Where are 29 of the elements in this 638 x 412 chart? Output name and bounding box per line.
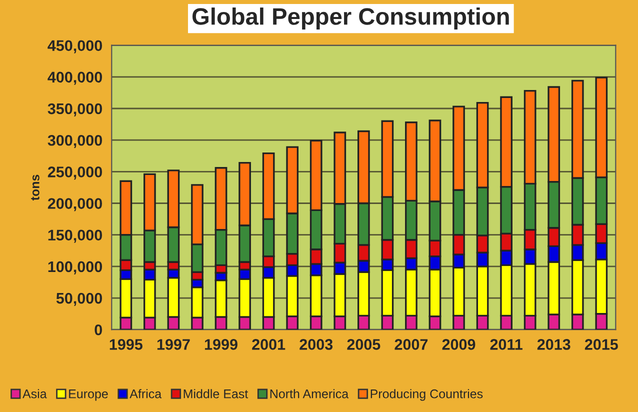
x-tick-label: 1995 bbox=[110, 339, 142, 350]
y-tick-label: 400,000 bbox=[48, 72, 102, 85]
x-tick-label: 2003 bbox=[300, 339, 333, 350]
x-tick-label: 2015 bbox=[584, 339, 618, 350]
legend-label: Producing Countries bbox=[370, 389, 483, 401]
y-tick-label: 300,000 bbox=[48, 134, 102, 148]
x-tick-label: 2011 bbox=[490, 339, 522, 350]
x-tick-label: 2005 bbox=[347, 339, 380, 350]
chart-title: Global Pepper Consumption bbox=[192, 8, 509, 30]
x-tick-label: 2007 bbox=[394, 339, 428, 350]
x-tick-label: 2009 bbox=[442, 339, 476, 350]
y-tick-label: 350,000 bbox=[48, 103, 102, 116]
x-tick-label: 2001 bbox=[252, 339, 286, 350]
legend-label: Europe bbox=[69, 390, 108, 401]
y-tick-label: 100,000 bbox=[48, 261, 102, 274]
y-axis-title: tons bbox=[31, 174, 40, 200]
x-tick-label: 2013 bbox=[537, 339, 570, 350]
y-tick-label: 200,000 bbox=[48, 198, 102, 212]
legend-label: Africa bbox=[130, 389, 162, 398]
legend-label: Middle East bbox=[184, 389, 248, 398]
y-tick-label: 150,000 bbox=[48, 230, 102, 243]
y-tick-label: 0 bbox=[94, 324, 102, 336]
y-tick-label: 50,000 bbox=[56, 292, 102, 306]
x-tick-label: 1997 bbox=[157, 339, 190, 350]
legend-label: Asia bbox=[22, 389, 47, 398]
y-tick-label: 250,000 bbox=[48, 166, 102, 180]
y-tick-label: 450,000 bbox=[48, 40, 102, 54]
x-tick-label: 1999 bbox=[204, 339, 238, 350]
legend-label: North America bbox=[270, 389, 349, 398]
